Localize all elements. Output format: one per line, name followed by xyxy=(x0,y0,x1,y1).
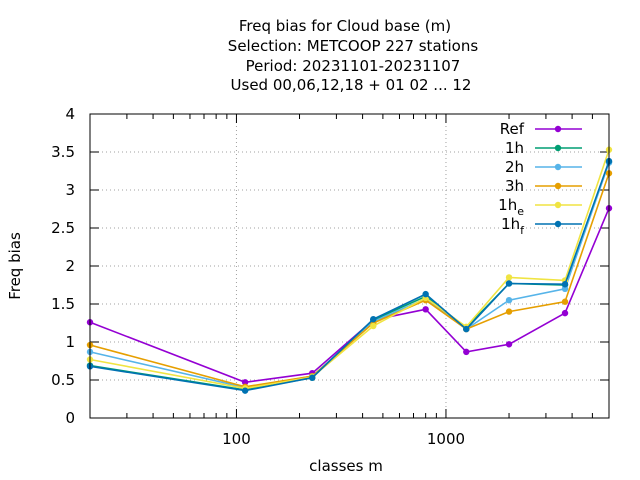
data-point-1hf xyxy=(241,387,249,394)
y-tick-label: 0.5 xyxy=(51,371,75,389)
data-point-1hf xyxy=(370,316,377,323)
y-tick-label: 2 xyxy=(65,257,75,275)
data-point-Ref xyxy=(241,379,249,386)
data-point-1hf xyxy=(422,290,429,298)
y-tick-label: 1.5 xyxy=(51,295,75,313)
series-1he xyxy=(86,146,613,392)
series-line-1hf xyxy=(89,160,610,392)
data-point-Ref xyxy=(505,341,513,348)
series-2h xyxy=(86,159,613,391)
x-tick-label: 1000 xyxy=(427,430,465,448)
legend-entry-1hf: 1hf xyxy=(501,215,582,237)
data-point-1he xyxy=(370,322,377,330)
data-point-1hf xyxy=(505,280,513,287)
data-point-1hf xyxy=(561,281,569,288)
legend-label-1hf: 1hf xyxy=(501,215,525,237)
data-point-1he xyxy=(505,274,513,281)
series-line-1h xyxy=(89,161,610,391)
x-axis-label: classes m xyxy=(309,457,383,475)
legend-marker-1h xyxy=(554,144,562,152)
y-tick-label: 1 xyxy=(65,333,75,351)
legend-label-3h: 3h xyxy=(505,177,524,195)
title-line-1: Freq bias for Cloud base (m) xyxy=(239,17,451,35)
data-point-Ref xyxy=(561,309,569,317)
y-tick-label: 2.5 xyxy=(51,219,75,237)
data-point-2h xyxy=(561,285,569,292)
data-point-3h xyxy=(561,298,569,305)
data-point-1hf xyxy=(463,325,470,333)
series-line-2h xyxy=(89,162,610,389)
data-point-3h xyxy=(505,308,513,315)
series-3h xyxy=(86,170,613,391)
legend-label-2h: 2h xyxy=(505,158,524,176)
data-point-1hf xyxy=(309,374,316,381)
y-tick-label: 4 xyxy=(65,105,75,123)
title-line-4: Used 00,06,12,18 + 01 02 ... 12 xyxy=(231,76,472,94)
legend-entry-2h: 2h xyxy=(505,158,582,176)
legend-label-1h: 1h xyxy=(505,139,524,157)
series-1hf xyxy=(86,157,613,394)
plot-frame xyxy=(89,113,610,419)
y-tick-label: 0 xyxy=(65,409,75,427)
data-point-Ref xyxy=(422,306,429,313)
legend-marker-2h xyxy=(554,163,562,171)
chart-title: Freq bias for Cloud base (m) Selection: … xyxy=(228,17,479,94)
legend-marker-3h xyxy=(554,182,562,190)
y-tick-label: 3.5 xyxy=(51,143,75,161)
axis-ticks: 0 0.5 1 1.5 2 2.5 3 3.5 4 100 1000 xyxy=(51,105,609,448)
legend-marker-Ref xyxy=(554,125,562,133)
title-line-3: Period: 20231101-20231107 xyxy=(246,57,461,75)
legend-entry-3h: 3h xyxy=(505,177,582,195)
legend-entry-1h: 1h xyxy=(505,139,582,157)
data-point-2h xyxy=(505,297,513,304)
legend-marker-1he xyxy=(554,201,562,209)
series-1h xyxy=(86,158,613,394)
grid-lines xyxy=(90,114,609,418)
legend-label-Ref: Ref xyxy=(500,120,525,138)
data-point-Ref xyxy=(463,348,470,356)
legend-marker-1hf xyxy=(554,220,562,228)
legend-entry-Ref: Ref xyxy=(500,120,582,138)
series-line-3h xyxy=(89,173,610,388)
y-tick-label: 3 xyxy=(65,181,75,199)
x-tick-label: 100 xyxy=(222,430,251,448)
title-line-2: Selection: METCOOP 227 stations xyxy=(228,37,479,55)
series-layer xyxy=(86,146,613,394)
y-axis-label: Freq bias xyxy=(6,232,24,300)
